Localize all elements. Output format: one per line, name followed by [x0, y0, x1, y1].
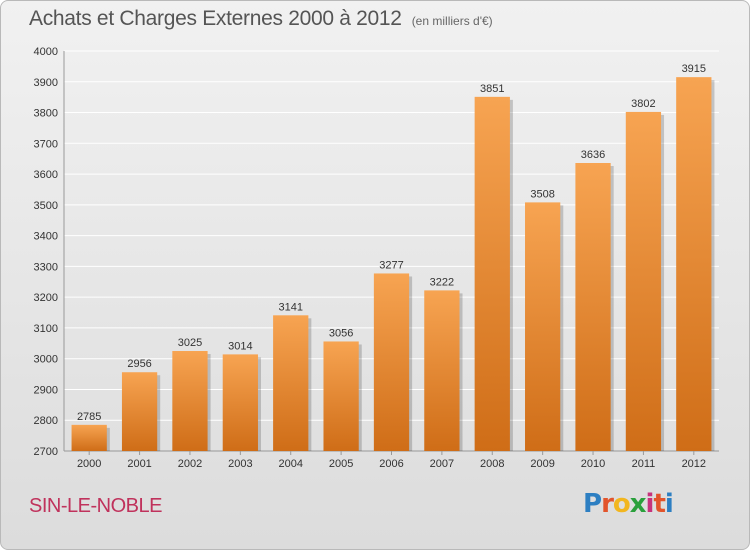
y-tick-label: 3100 [34, 323, 58, 335]
y-tick-label: 2800 [34, 415, 58, 427]
bar-2008 [474, 96, 510, 451]
x-tick-label-2009: 2009 [530, 458, 554, 470]
x-tick-label-2008: 2008 [480, 458, 504, 470]
bar-2011 [625, 111, 662, 451]
logo-letter: r [601, 489, 614, 519]
y-tick-label: 3400 [34, 231, 58, 243]
data-label-2004: 3141 [278, 301, 302, 313]
data-label-2000: 2785 [77, 411, 101, 423]
bar-2003 [222, 354, 258, 451]
town-name: SIN-LE-NOBLE [29, 495, 162, 517]
data-label-2006: 3277 [379, 259, 403, 271]
bars [71, 77, 715, 452]
proxiti-logo: Proxiti [583, 489, 674, 519]
bar-2006 [373, 273, 410, 451]
x-tick-label-2002: 2002 [178, 458, 202, 470]
y-tick-label: 2900 [34, 384, 58, 396]
x-tick-label-2012: 2012 [682, 458, 706, 470]
bar-2000 [71, 424, 107, 451]
bar-2002 [172, 351, 208, 451]
y-tick-label: 3900 [34, 77, 58, 89]
x-tick-label-2007: 2007 [430, 458, 454, 470]
y-tick-label: 4000 [34, 46, 58, 58]
x-tick-label-2000: 2000 [77, 458, 101, 470]
y-tick-label: 3200 [34, 292, 58, 304]
x-tick-label-2011: 2011 [632, 458, 656, 470]
bar-2005 [323, 341, 359, 451]
bar-2009 [525, 202, 561, 451]
x-tick-label-2004: 2004 [278, 458, 302, 470]
y-tick-label: 2700 [34, 446, 58, 458]
data-label-2012: 3915 [682, 63, 706, 75]
x-tick-label-2010: 2010 [581, 458, 605, 470]
data-label-2002: 3025 [178, 337, 202, 349]
data-labels: 2785 2956 3025 3014 3141 3056 3277 3222 3851 3508… [77, 63, 706, 423]
bar-2012 [676, 77, 712, 452]
x-tick-label-2005: 2005 [329, 458, 353, 470]
data-label-2009: 3508 [530, 188, 554, 200]
bar-2010 [575, 163, 611, 451]
data-label-2010: 3636 [581, 149, 605, 161]
y-tick-label: 3800 [34, 108, 58, 120]
data-label-2005: 3056 [329, 327, 353, 339]
x-tick-label-2001: 2001 [127, 458, 151, 470]
logo-letter: t [653, 489, 665, 519]
logo-letter: x [629, 489, 647, 519]
y-tick-label: 3300 [34, 261, 58, 273]
x-tick-label-2003: 2003 [228, 458, 252, 470]
data-label-2007: 3222 [430, 276, 454, 288]
y-tick-label: 3000 [34, 354, 58, 366]
chart-subtitle: (en milliers d'€) [411, 14, 493, 28]
bar-2004 [273, 315, 309, 451]
data-label-2008: 3851 [480, 83, 504, 95]
chart-title-text: Achats et Charges Externes 2000 à 2012 [29, 7, 402, 30]
y-tick-label: 3500 [34, 200, 58, 212]
logo-letter: P [583, 489, 602, 519]
logo-letter: i [645, 489, 655, 519]
x-tick-label-2006: 2006 [379, 458, 403, 470]
bar-2001 [121, 372, 158, 451]
logo-letter: i [664, 489, 674, 519]
data-label-2003: 3014 [228, 340, 252, 352]
logo-letter: o [612, 489, 631, 519]
chart-title: Achats et Charges Externes 2000 à 2012 (e… [29, 7, 493, 31]
data-label-2011: 3802 [631, 98, 655, 110]
y-tick-label: 3600 [34, 169, 58, 181]
data-label-2001: 2956 [127, 358, 151, 370]
y-tick-label: 3700 [34, 138, 58, 150]
bar-2007 [424, 290, 460, 451]
